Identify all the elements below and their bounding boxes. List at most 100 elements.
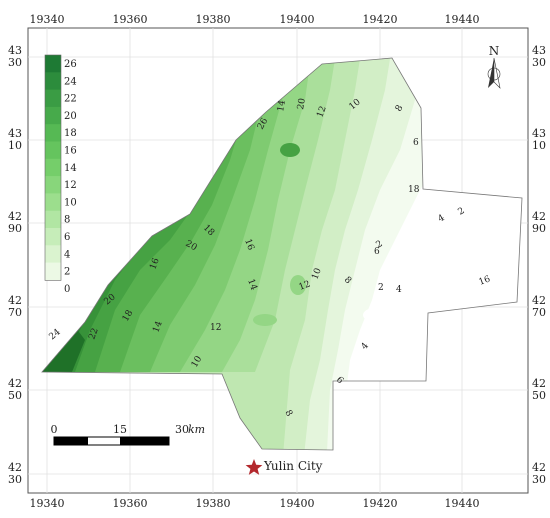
x-tick-bottom: 19420 — [363, 497, 398, 510]
contour-label: 14 — [245, 278, 258, 292]
contour-label: 4 — [437, 213, 447, 225]
legend-label: 16 — [64, 146, 77, 157]
legend-label: 22 — [64, 94, 77, 105]
legend-label: 2 — [64, 267, 70, 278]
north-arrow: N — [487, 44, 501, 89]
x-axis-bottom: 19340 19360 19380 19400 19420 19440 — [30, 497, 480, 510]
x-tick-top: 19360 — [113, 13, 148, 26]
legend-swatch — [45, 176, 61, 194]
y-axis-right: 43 30 43 10 42 90 42 70 42 50 42 30 — [532, 44, 546, 486]
y-tick-right-bottom: 30 — [532, 473, 546, 486]
y-tick-left-bottom: 10 — [8, 139, 22, 152]
x-tick-bottom: 19400 — [280, 497, 315, 510]
city-label: Yulin City — [263, 459, 323, 473]
city-marker: Yulin City — [245, 459, 323, 475]
contour-label: 8 — [342, 275, 353, 286]
y-axis-left: 43 30 43 10 42 90 42 70 42 50 42 30 — [8, 44, 22, 486]
x-tick-top: 19420 — [363, 13, 398, 26]
y-tick-left-bottom: 70 — [8, 306, 22, 319]
legend-label: 26 — [64, 59, 77, 70]
y-tick-left-bottom: 90 — [8, 222, 22, 235]
scale-label-15: 15 — [113, 423, 127, 436]
contour-label: 6 — [374, 247, 380, 257]
star-icon — [245, 459, 263, 475]
scale-unit: km — [188, 423, 205, 436]
y-tick-right-top: 43 — [532, 127, 546, 140]
contour-label: 6 — [334, 375, 345, 386]
legend-swatch — [45, 193, 61, 212]
legend-swatch — [45, 158, 61, 177]
contour-label: 8 — [394, 103, 406, 113]
legend-label: 10 — [64, 197, 77, 208]
north-label: N — [489, 44, 500, 58]
legend-swatch — [45, 228, 61, 246]
legend-label: 14 — [64, 163, 77, 174]
legend-swatch — [45, 262, 61, 281]
legend-frame — [44, 54, 62, 281]
y-tick-right-bottom: 30 — [532, 56, 546, 69]
x-tick-bottom: 19360 — [113, 497, 148, 510]
y-tick-right-top: 42 — [532, 461, 546, 474]
y-tick-right-bottom: 90 — [532, 222, 546, 235]
legend-label: 8 — [64, 215, 70, 226]
contour-label: 16 — [148, 257, 161, 271]
contour-label: 16 — [478, 274, 492, 287]
y-tick-left-top: 43 — [8, 127, 22, 140]
contour-label: 16 — [242, 238, 255, 252]
x-tick-top: 19380 — [196, 13, 231, 26]
y-tick-left-bottom: 30 — [8, 56, 22, 69]
y-tick-left-top: 42 — [8, 461, 22, 474]
legend-swatch — [45, 245, 61, 264]
y-tick-left-top: 42 — [8, 377, 22, 390]
legend-swatch — [45, 210, 61, 229]
contour-label: 12 — [210, 323, 221, 333]
y-tick-right-top: 42 — [532, 294, 546, 307]
x-tick-bottom: 19380 — [196, 497, 231, 510]
legend-swatch — [45, 89, 61, 108]
legend-label: 24 — [64, 76, 77, 87]
contour-label: 22 — [87, 327, 100, 341]
y-tick-left-top: 42 — [8, 294, 22, 307]
scale-label-30: 30 — [175, 423, 189, 436]
contour-label: 20 — [296, 97, 308, 110]
y-tick-right-top: 42 — [532, 377, 546, 390]
legend-label: 18 — [64, 128, 77, 139]
contour-label: 4 — [360, 341, 372, 352]
y-tick-right-top: 42 — [532, 210, 546, 223]
legend-swatch — [45, 106, 61, 125]
contour-label: 14 — [276, 99, 288, 112]
x-tick-bottom: 19440 — [445, 497, 480, 510]
legend-swatch — [45, 141, 61, 160]
contour-label: 6 — [413, 138, 419, 148]
y-tick-right-bottom: 10 — [532, 139, 546, 152]
x-tick-top: 19400 — [280, 13, 315, 26]
contour-label: 12 — [298, 280, 312, 293]
legend-label: 4 — [64, 249, 70, 260]
legend-label: 0 — [64, 284, 70, 295]
legend-swatch — [45, 72, 61, 91]
contour-label: 2 — [378, 283, 384, 293]
y-tick-left-top: 42 — [8, 210, 22, 223]
contour-label: 4 — [396, 285, 402, 295]
x-tick-top: 19440 — [445, 13, 480, 26]
region-boundary — [41, 57, 523, 451]
y-tick-left-bottom: 50 — [8, 389, 22, 402]
x-axis-top: 19340 19360 19380 19400 19420 19440 — [30, 13, 480, 26]
scale-bar: 0 15 30 km — [51, 423, 205, 446]
legend-label: 20 — [64, 111, 77, 122]
contour-label: 2 — [375, 239, 385, 251]
x-tick-bottom: 19340 — [30, 497, 65, 510]
contour-label: 2 — [457, 206, 467, 218]
legend-label: 12 — [64, 180, 77, 191]
legend-swatch — [45, 55, 61, 73]
y-tick-left-bottom: 30 — [8, 473, 22, 486]
x-tick-top: 19340 — [30, 13, 65, 26]
y-tick-left-top: 43 — [8, 44, 22, 57]
y-tick-right-bottom: 70 — [532, 306, 546, 319]
scale-label-0: 0 — [51, 423, 58, 436]
y-tick-right-top: 43 — [532, 44, 546, 57]
north-arrow-icon — [487, 57, 501, 89]
